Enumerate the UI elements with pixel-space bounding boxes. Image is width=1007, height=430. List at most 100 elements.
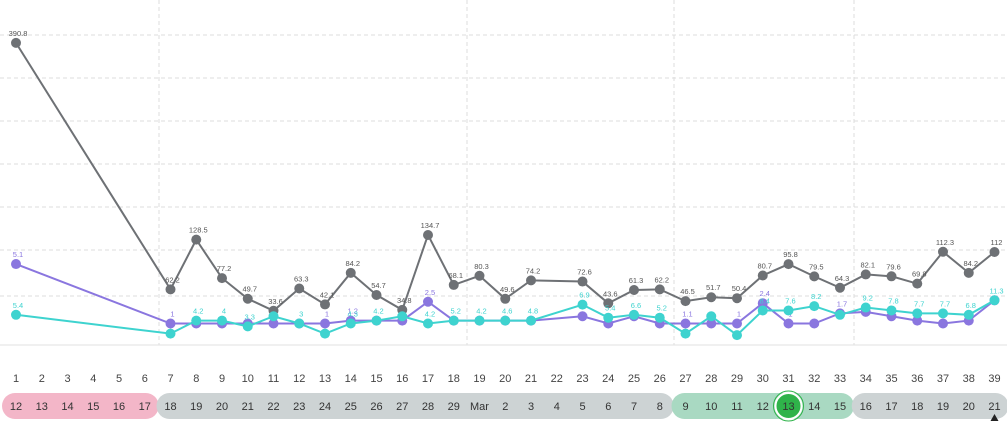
data-point bbox=[680, 328, 691, 339]
data-point bbox=[268, 311, 279, 322]
data-label: 4 bbox=[222, 307, 226, 316]
data-point bbox=[654, 284, 665, 295]
data-point bbox=[474, 270, 485, 281]
data-point bbox=[423, 296, 433, 307]
data-point bbox=[320, 299, 330, 310]
data-label: 4.2 bbox=[373, 307, 383, 316]
date-label: 18 bbox=[164, 401, 176, 413]
x-tick-label: 8 bbox=[193, 373, 199, 385]
date-label: 4 bbox=[554, 401, 560, 413]
date-label: 15 bbox=[87, 401, 99, 413]
date-group-pill bbox=[671, 393, 854, 419]
data-label: 1 bbox=[737, 310, 741, 319]
date-label: 13 bbox=[36, 401, 48, 413]
data-label: 4.8 bbox=[528, 307, 538, 316]
data-point bbox=[165, 284, 176, 295]
data-point bbox=[629, 285, 639, 296]
date-label: 5 bbox=[579, 401, 585, 413]
x-tick-label: 18 bbox=[448, 373, 460, 385]
data-label: 4.2 bbox=[476, 307, 486, 316]
x-tick-label: 35 bbox=[885, 373, 897, 385]
x-tick-label: 27 bbox=[679, 373, 691, 385]
date-label: 23 bbox=[293, 401, 305, 413]
data-label: 1 bbox=[170, 310, 174, 319]
data-label: 49.7 bbox=[242, 285, 257, 294]
x-tick-label: 15 bbox=[370, 373, 382, 385]
data-label: 7.6 bbox=[785, 296, 795, 305]
x-tick-label: 5 bbox=[116, 373, 122, 385]
data-label: 33.6 bbox=[268, 297, 283, 306]
date-label: 21 bbox=[242, 401, 254, 413]
data-label: 390.8 bbox=[9, 29, 28, 38]
data-label: 62.2 bbox=[654, 275, 669, 284]
data-point bbox=[938, 308, 948, 319]
data-label: 4.2 bbox=[193, 307, 203, 316]
data-point bbox=[732, 293, 742, 304]
data-point bbox=[165, 328, 176, 339]
x-tick-label: 21 bbox=[525, 373, 537, 385]
x-tick-label: 19 bbox=[473, 373, 485, 385]
data-point bbox=[938, 318, 948, 329]
x-tick-label: 32 bbox=[808, 373, 820, 385]
x-tick-label: 3 bbox=[64, 373, 70, 385]
data-label: 72.6 bbox=[577, 268, 592, 277]
date-label: Mar bbox=[470, 401, 489, 413]
x-tick-label: 30 bbox=[757, 373, 769, 385]
data-label: 84.2 bbox=[963, 259, 978, 268]
data-point bbox=[629, 309, 639, 320]
date-label: 26 bbox=[370, 401, 382, 413]
data-label: 8.2 bbox=[811, 292, 821, 301]
data-point bbox=[577, 299, 588, 310]
x-tick-label: 20 bbox=[499, 373, 511, 385]
date-label: 22 bbox=[267, 401, 279, 413]
data-label: 1.1 bbox=[682, 310, 692, 319]
date-label: 10 bbox=[705, 401, 717, 413]
data-point bbox=[345, 267, 356, 278]
data-label: 5.2 bbox=[657, 304, 667, 313]
data-label: 80.3 bbox=[474, 262, 489, 271]
data-point bbox=[912, 315, 923, 326]
data-point bbox=[371, 289, 382, 300]
data-point bbox=[217, 315, 227, 326]
x-tick-label: 38 bbox=[963, 373, 975, 385]
data-label: 68.1 bbox=[448, 271, 463, 280]
x-tick-label: 9 bbox=[219, 373, 225, 385]
data-point bbox=[732, 318, 742, 329]
date-label: 20 bbox=[216, 401, 228, 413]
data-label: 4.6 bbox=[502, 307, 512, 316]
data-point bbox=[886, 271, 897, 282]
x-tick-label: 28 bbox=[705, 373, 717, 385]
data-point bbox=[835, 309, 845, 320]
data-point bbox=[654, 312, 665, 323]
date-label: 20 bbox=[963, 401, 975, 413]
x-tick-label: 25 bbox=[628, 373, 640, 385]
data-label: 5.4 bbox=[13, 301, 23, 310]
data-point bbox=[963, 309, 974, 320]
data-label: 2.4 bbox=[760, 289, 770, 298]
data-point bbox=[191, 315, 202, 326]
date-label: 12 bbox=[757, 401, 769, 413]
data-label: 4.3 bbox=[348, 310, 358, 319]
data-label: 62.2 bbox=[165, 275, 180, 284]
x-tick-label: 2 bbox=[39, 373, 45, 385]
date-group-pill bbox=[2, 393, 159, 419]
data-label: 77.2 bbox=[217, 264, 232, 273]
data-point bbox=[526, 275, 536, 286]
data-point bbox=[938, 246, 948, 257]
x-tick-label: 16 bbox=[396, 373, 408, 385]
data-label: 84.2 bbox=[345, 259, 360, 268]
data-point bbox=[603, 312, 614, 323]
data-label: 6.6 bbox=[631, 301, 641, 310]
data-point bbox=[680, 296, 691, 307]
data-point bbox=[11, 259, 21, 270]
date-label: 28 bbox=[422, 401, 434, 413]
data-label: 61.3 bbox=[629, 276, 644, 285]
date-label: 7 bbox=[631, 401, 637, 413]
x-tick-label: 1 bbox=[13, 373, 19, 385]
x-tick-label: 26 bbox=[654, 373, 666, 385]
date-label: 3 bbox=[528, 401, 534, 413]
data-point bbox=[242, 321, 253, 332]
date-label: 12 bbox=[10, 401, 22, 413]
data-point bbox=[757, 270, 768, 281]
data-label: 82.1 bbox=[860, 260, 875, 269]
